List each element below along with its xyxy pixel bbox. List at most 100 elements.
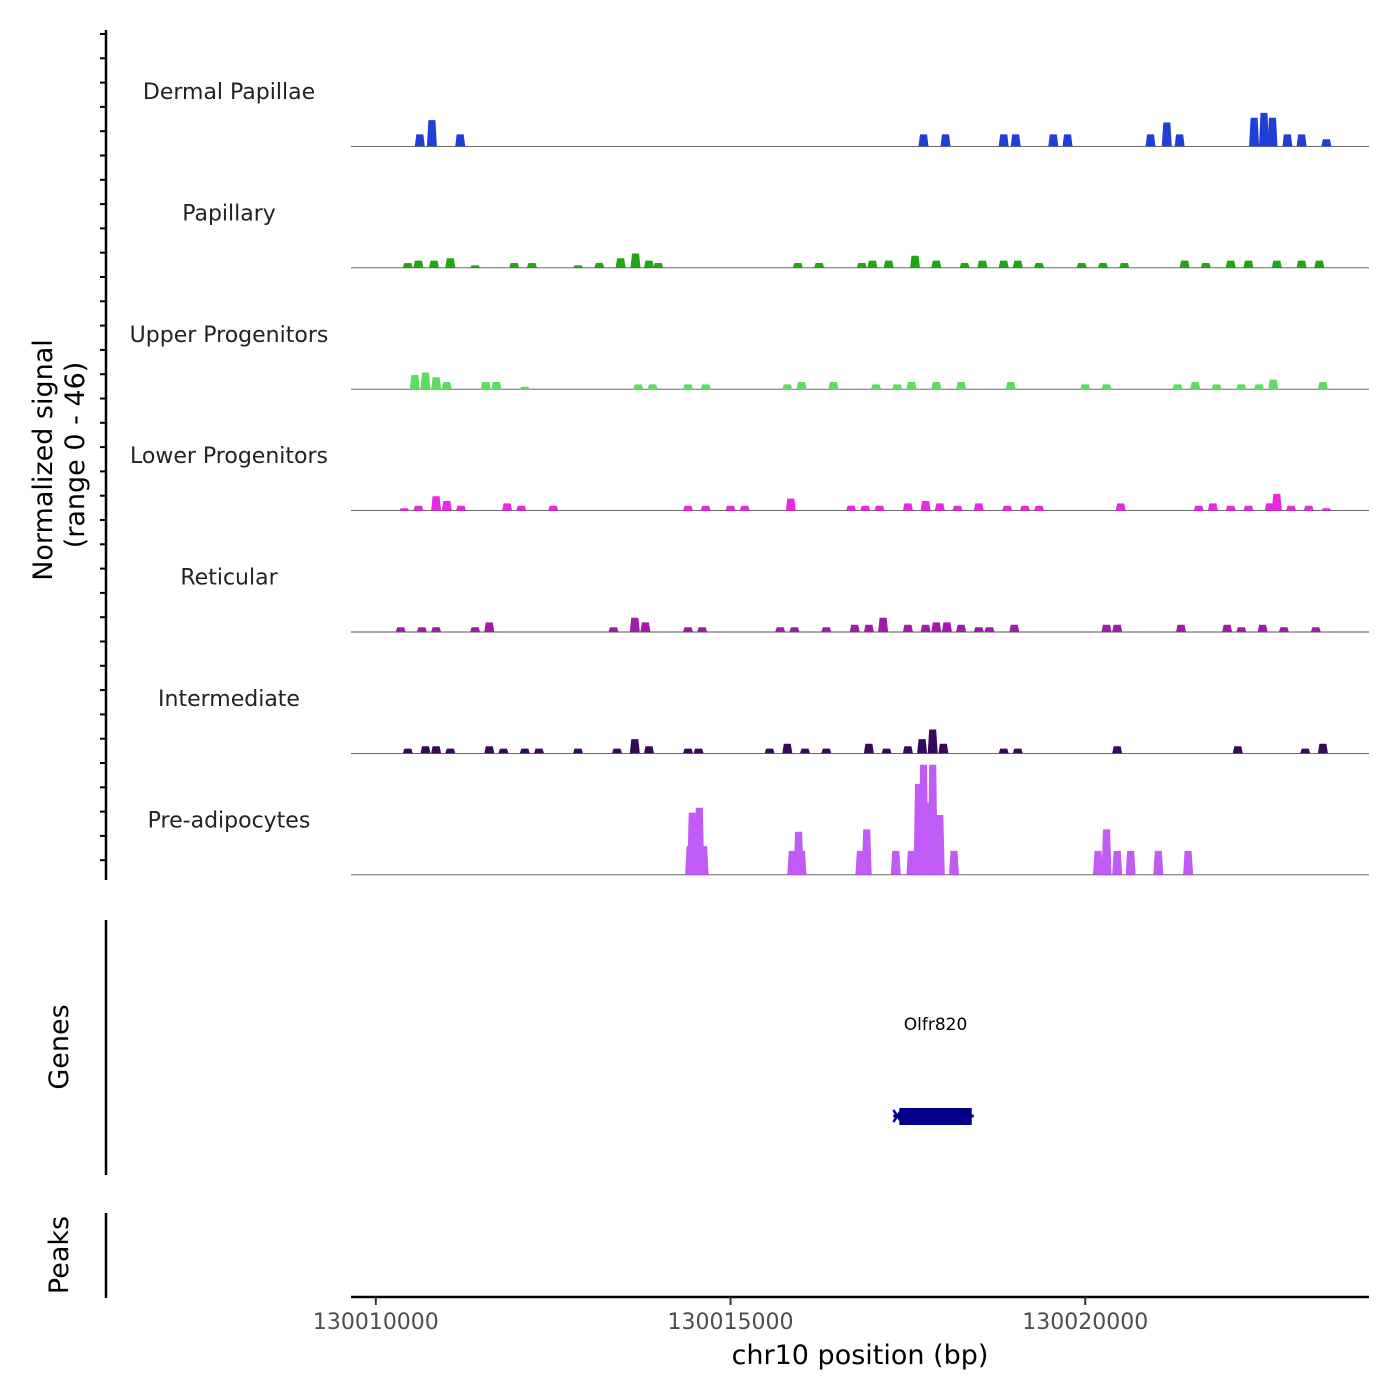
strand-arrow-icon	[892, 1109, 903, 1123]
track-label: Dermal Papillae	[143, 80, 315, 105]
x-tick-label: 130010000	[313, 1310, 439, 1335]
signal-peak	[1271, 493, 1282, 511]
signal-peak	[956, 624, 967, 632]
signal-peak	[998, 748, 1009, 754]
signal-y-ticks	[100, 33, 106, 862]
signal-peak	[861, 829, 872, 875]
signal-peak	[1080, 384, 1091, 390]
signal-peak	[683, 384, 693, 390]
genes-panel-label: Genes	[44, 1004, 75, 1089]
signal-peak	[455, 134, 466, 147]
signal-peak	[931, 382, 942, 390]
signal-peak	[973, 627, 984, 632]
signal-peak	[821, 627, 832, 632]
signal-peak	[984, 627, 995, 632]
signal-peak	[1200, 263, 1211, 268]
signal-peak	[863, 624, 874, 632]
signal-peak	[1012, 748, 1023, 754]
gene-annotations: Olfr820	[892, 1015, 974, 1125]
signal-peak	[1093, 850, 1103, 875]
signal-peak	[1145, 134, 1156, 147]
signal-peak	[1296, 134, 1307, 147]
signal-peak	[697, 627, 708, 632]
signal-peak	[420, 746, 431, 754]
signal-peak	[441, 501, 452, 511]
signal-peak	[796, 850, 807, 875]
signal-peak	[1321, 139, 1332, 147]
track-lower-progenitors: Lower Progenitors	[130, 444, 1369, 512]
signal-peak	[1062, 134, 1073, 147]
signal-peak	[883, 260, 894, 268]
signal-peak	[1179, 260, 1190, 268]
signal-peak	[470, 265, 481, 268]
signal-peak	[683, 627, 693, 632]
signal-peak	[902, 746, 913, 754]
signal-peak	[1112, 624, 1123, 632]
signal-peak	[526, 263, 537, 268]
signal-peak	[863, 743, 874, 754]
signal-peak	[498, 748, 509, 754]
signal-peak	[1034, 505, 1045, 511]
signal-peak	[1161, 122, 1172, 147]
signal-peak	[792, 263, 803, 268]
signal-peak	[1317, 743, 1328, 754]
track-label: Intermediate	[158, 687, 300, 712]
signal-peak	[934, 815, 945, 875]
signal-peak	[1048, 134, 1059, 147]
signal-peak	[519, 748, 530, 754]
signal-peak	[629, 739, 640, 754]
track-pre-adipocytes: Pre-adipocytes	[148, 764, 1369, 876]
signal-peak	[644, 260, 654, 268]
signal-peak	[420, 372, 431, 390]
signal-peak	[890, 850, 901, 875]
track-papillary: Papillary	[182, 201, 1369, 269]
signal-peak	[998, 260, 1009, 268]
signal-peak	[399, 508, 410, 511]
signal-peak	[1034, 263, 1045, 268]
signal-peak	[1125, 850, 1136, 875]
signal-peak	[445, 748, 456, 754]
signal-peak	[1101, 384, 1112, 390]
x-tick-label: 130015000	[668, 1310, 794, 1335]
signal-peak	[484, 746, 495, 754]
signal-peak	[1314, 260, 1325, 268]
track-label: Pre-adipocytes	[148, 808, 311, 833]
signal-peak	[414, 134, 425, 147]
signal-peak	[470, 627, 481, 632]
signal-peak	[1112, 746, 1123, 754]
signal-peak	[615, 258, 626, 268]
signal-peak	[931, 622, 942, 632]
signal-peak	[1286, 505, 1296, 511]
track-label: Lower Progenitors	[130, 444, 328, 469]
signal-peak	[519, 386, 530, 390]
signal-peak	[973, 503, 984, 511]
signal-peak	[1211, 384, 1222, 390]
signal-peak	[906, 382, 917, 390]
signal-peak	[1019, 505, 1030, 511]
signal-peak	[413, 505, 424, 511]
signal-peak	[1249, 117, 1260, 147]
signal-peak	[1172, 384, 1183, 390]
track-reticular: Reticular	[180, 566, 1369, 633]
signal-peak	[1119, 263, 1130, 268]
signal-peak	[956, 382, 967, 390]
signal-peak	[949, 850, 959, 875]
signal-peak	[1267, 117, 1278, 147]
signal-peak	[629, 617, 640, 632]
track-label: Upper Progenitors	[130, 323, 329, 348]
signal-peak	[548, 505, 559, 511]
signal-peak	[573, 748, 583, 754]
signal-peak	[1236, 627, 1247, 632]
signal-peak	[782, 743, 793, 754]
signal-peak	[683, 505, 693, 511]
signal-peak	[1207, 503, 1218, 511]
track-label: Reticular	[180, 566, 278, 591]
signal-peak	[456, 505, 466, 511]
signal-peak	[509, 263, 520, 268]
signal-peak	[920, 501, 931, 511]
signal-peak	[1268, 379, 1279, 390]
signal-peak	[1303, 505, 1314, 511]
signal-peak	[934, 503, 945, 511]
signal-peak	[800, 748, 810, 754]
signal-peak	[480, 382, 491, 390]
